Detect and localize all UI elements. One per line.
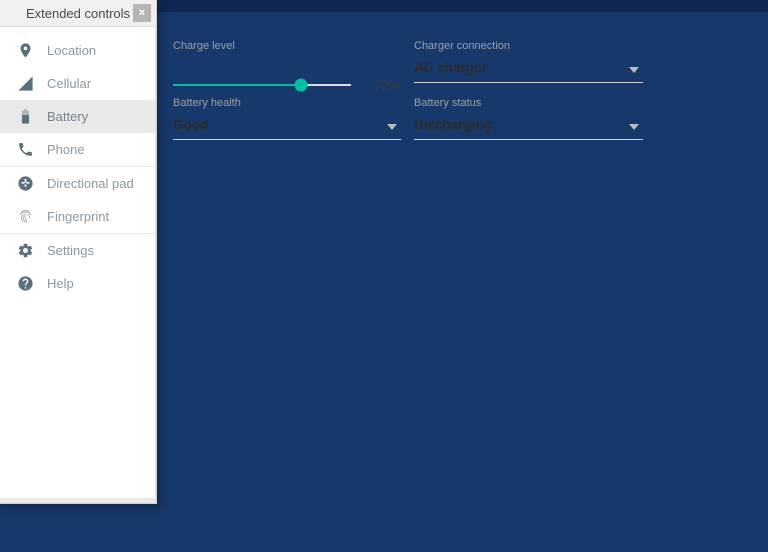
sidebar-item-directional-pad[interactable]: Directional pad xyxy=(0,167,155,200)
battery-status-value: Discharging xyxy=(414,117,493,132)
sidebar-item-label: Directional pad xyxy=(47,176,134,191)
extended-controls-window: Extended controls × Location Cellular Batt… xyxy=(0,0,643,503)
charger-connection-dropdown[interactable]: AC charger xyxy=(414,59,643,83)
battery-icon xyxy=(17,108,34,125)
sidebar-item-label: Location xyxy=(47,43,97,58)
battery-health-field: Battery health Good xyxy=(173,97,401,140)
sidebar-item-label: Battery xyxy=(47,109,89,124)
fingerprint-icon xyxy=(17,208,34,225)
sidebar-item-cellular[interactable]: Cellular xyxy=(0,67,155,100)
chevron-down-icon xyxy=(629,124,639,130)
slider-handle[interactable] xyxy=(294,78,308,92)
sidebar-item-phone[interactable]: Phone xyxy=(0,133,155,166)
gear-icon xyxy=(17,242,34,259)
slider-fill xyxy=(173,84,302,86)
battery-health-value: Good xyxy=(173,117,209,132)
desktop-top-strip xyxy=(0,0,768,12)
sidebar-item-label: Help xyxy=(47,276,74,291)
sidebar-item-label: Cellular xyxy=(47,76,92,91)
chevron-down-icon xyxy=(387,124,397,130)
charge-level-label: Charge level xyxy=(173,40,235,52)
sidebar-divider xyxy=(0,233,155,234)
charger-connection-label: Charger connection xyxy=(414,40,511,52)
location-pin-icon xyxy=(17,42,34,59)
battery-status-dropdown[interactable]: Discharging xyxy=(414,116,643,140)
charger-connection-field: Charger connection AC charger xyxy=(414,40,643,83)
charger-connection-value: AC charger xyxy=(414,60,487,75)
sidebar-item-label: Settings xyxy=(47,243,94,258)
help-icon xyxy=(17,275,34,292)
battery-status-label: Battery status xyxy=(414,97,482,109)
chevron-down-icon xyxy=(629,67,639,73)
sidebar-item-label: Phone xyxy=(47,142,85,157)
dpad-icon xyxy=(17,175,34,192)
battery-health-dropdown[interactable]: Good xyxy=(173,116,401,140)
sidebar-item-label: Fingerprint xyxy=(47,209,110,224)
sidebar-item-battery[interactable]: Battery xyxy=(0,100,155,133)
window-title: Extended controls xyxy=(25,6,131,21)
window-titlebar: Extended controls × xyxy=(0,0,156,27)
controls-sidebar: Location Cellular Battery Phone Directional … xyxy=(0,27,156,498)
battery-health-label: Battery health xyxy=(173,97,241,109)
charge-level-value: 72% xyxy=(372,77,401,93)
sidebar-item-location[interactable]: Location xyxy=(0,34,155,67)
phone-icon xyxy=(17,141,34,158)
cellular-signal-icon xyxy=(17,75,34,92)
charge-level-field: Charge level 72% xyxy=(173,40,401,93)
charge-level-slider[interactable] xyxy=(173,78,351,92)
battery-status-field: Battery status Discharging xyxy=(414,97,643,140)
sidebar-divider xyxy=(0,166,155,167)
sidebar-item-help[interactable]: Help xyxy=(0,267,155,300)
close-icon[interactable]: × xyxy=(133,4,151,22)
sidebar-item-fingerprint[interactable]: Fingerprint xyxy=(0,200,155,233)
sidebar-item-settings[interactable]: Settings xyxy=(0,234,155,267)
